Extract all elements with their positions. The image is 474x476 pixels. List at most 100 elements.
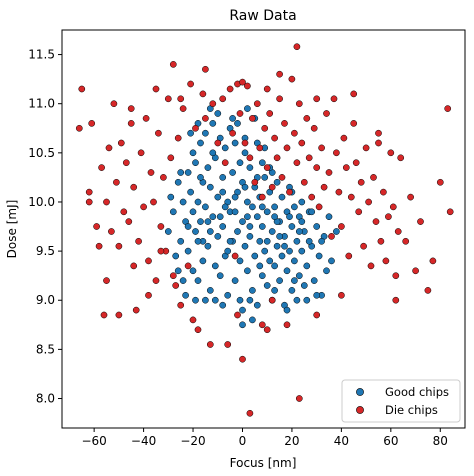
- point-die-chips: [380, 188, 387, 196]
- y-tick-label: 8.0: [36, 392, 55, 406]
- point-good-chips: [172, 252, 180, 260]
- point-good-chips: [278, 252, 286, 260]
- point-die-chips: [127, 120, 135, 127]
- x-axis-label: Focus [nm]: [230, 456, 297, 470]
- point-die-chips: [313, 311, 321, 319]
- point-die-chips: [345, 252, 353, 260]
- point-good-chips: [291, 257, 298, 265]
- point-good-chips: [182, 291, 189, 299]
- point-die-chips: [258, 193, 266, 201]
- point-die-chips: [268, 296, 276, 304]
- point-good-chips: [273, 242, 281, 250]
- point-good-chips: [194, 237, 202, 245]
- point-good-chips: [179, 277, 187, 284]
- point-good-chips: [266, 257, 274, 265]
- point-good-chips: [273, 178, 281, 186]
- point-die-chips: [75, 124, 83, 132]
- point-die-chips: [189, 316, 197, 324]
- x-tick-label: 0: [239, 434, 247, 448]
- point-die-chips: [263, 85, 271, 93]
- point-good-chips: [333, 228, 340, 235]
- point-die-chips: [140, 203, 147, 211]
- point-die-chips: [98, 164, 105, 171]
- point-good-chips: [184, 223, 192, 230]
- point-die-chips: [417, 218, 424, 225]
- point-good-chips: [226, 237, 234, 245]
- point-die-chips: [389, 203, 397, 211]
- point-die-chips: [177, 301, 185, 309]
- x-axis-ticks: −60 −40 −20 0 20 40 60 80: [81, 428, 448, 448]
- point-good-chips: [308, 208, 316, 216]
- legend-marker-good-chips: [356, 388, 364, 396]
- point-die-chips: [229, 129, 236, 137]
- point-good-chips: [253, 213, 261, 221]
- point-die-chips: [335, 188, 343, 196]
- point-good-chips: [263, 282, 271, 289]
- point-good-chips: [231, 139, 239, 147]
- point-die-chips: [315, 203, 323, 211]
- point-die-chips: [382, 257, 390, 265]
- point-die-chips: [300, 178, 308, 186]
- point-good-chips: [189, 208, 197, 216]
- point-good-chips: [293, 296, 301, 304]
- point-good-chips: [189, 267, 197, 275]
- point-good-chips: [202, 296, 209, 304]
- point-die-chips: [281, 120, 288, 127]
- point-die-chips: [115, 311, 123, 319]
- point-good-chips: [271, 262, 278, 270]
- x-tick-label: −60: [81, 434, 106, 448]
- point-die-chips: [202, 115, 209, 122]
- point-good-chips: [298, 247, 306, 255]
- point-die-chips: [357, 178, 365, 186]
- x-tick-label: 20: [284, 434, 299, 448]
- point-good-chips: [236, 296, 244, 304]
- point-good-chips: [241, 183, 249, 191]
- point-die-chips: [152, 277, 160, 284]
- point-good-chips: [214, 233, 222, 240]
- point-good-chips: [214, 110, 222, 117]
- point-good-chips: [246, 296, 254, 304]
- point-die-chips: [325, 169, 333, 176]
- point-good-chips: [209, 120, 217, 127]
- point-die-chips: [446, 208, 454, 216]
- point-good-chips: [249, 316, 256, 324]
- point-die-chips: [226, 85, 234, 93]
- point-die-chips: [392, 272, 400, 280]
- point-die-chips: [224, 341, 232, 348]
- y-axis-ticks: 8.0 8.5 9.0 9.5 10.0 10.5 11.0 11.5: [28, 48, 62, 406]
- point-good-chips: [253, 301, 261, 309]
- point-good-chips: [288, 223, 296, 230]
- point-die-chips: [375, 129, 382, 137]
- point-die-chips: [293, 43, 301, 51]
- point-die-chips: [412, 267, 419, 275]
- point-die-chips: [219, 95, 227, 103]
- point-good-chips: [239, 218, 246, 225]
- point-die-chips: [130, 183, 138, 191]
- point-good-chips: [192, 159, 199, 167]
- y-tick-label: 9.0: [36, 293, 55, 307]
- point-good-chips: [206, 183, 214, 191]
- point-die-chips: [253, 100, 261, 108]
- point-good-chips: [167, 193, 175, 201]
- legend-box: [341, 379, 461, 423]
- y-tick-label: 11.0: [28, 97, 55, 111]
- point-die-chips: [313, 164, 321, 171]
- point-die-chips: [155, 129, 162, 137]
- point-die-chips: [342, 164, 350, 171]
- point-good-chips: [184, 247, 192, 255]
- point-good-chips: [219, 188, 227, 196]
- point-good-chips: [204, 218, 212, 225]
- point-die-chips: [444, 105, 452, 112]
- point-die-chips: [370, 174, 377, 181]
- point-die-chips: [221, 159, 229, 167]
- point-die-chips: [122, 159, 130, 167]
- point-die-chips: [293, 159, 301, 167]
- point-good-chips: [298, 198, 306, 206]
- point-good-chips: [164, 228, 172, 235]
- point-good-chips: [251, 252, 259, 260]
- point-good-chips: [204, 242, 212, 250]
- point-good-chips: [313, 291, 321, 299]
- point-die-chips: [113, 178, 120, 186]
- point-good-chips: [231, 277, 239, 284]
